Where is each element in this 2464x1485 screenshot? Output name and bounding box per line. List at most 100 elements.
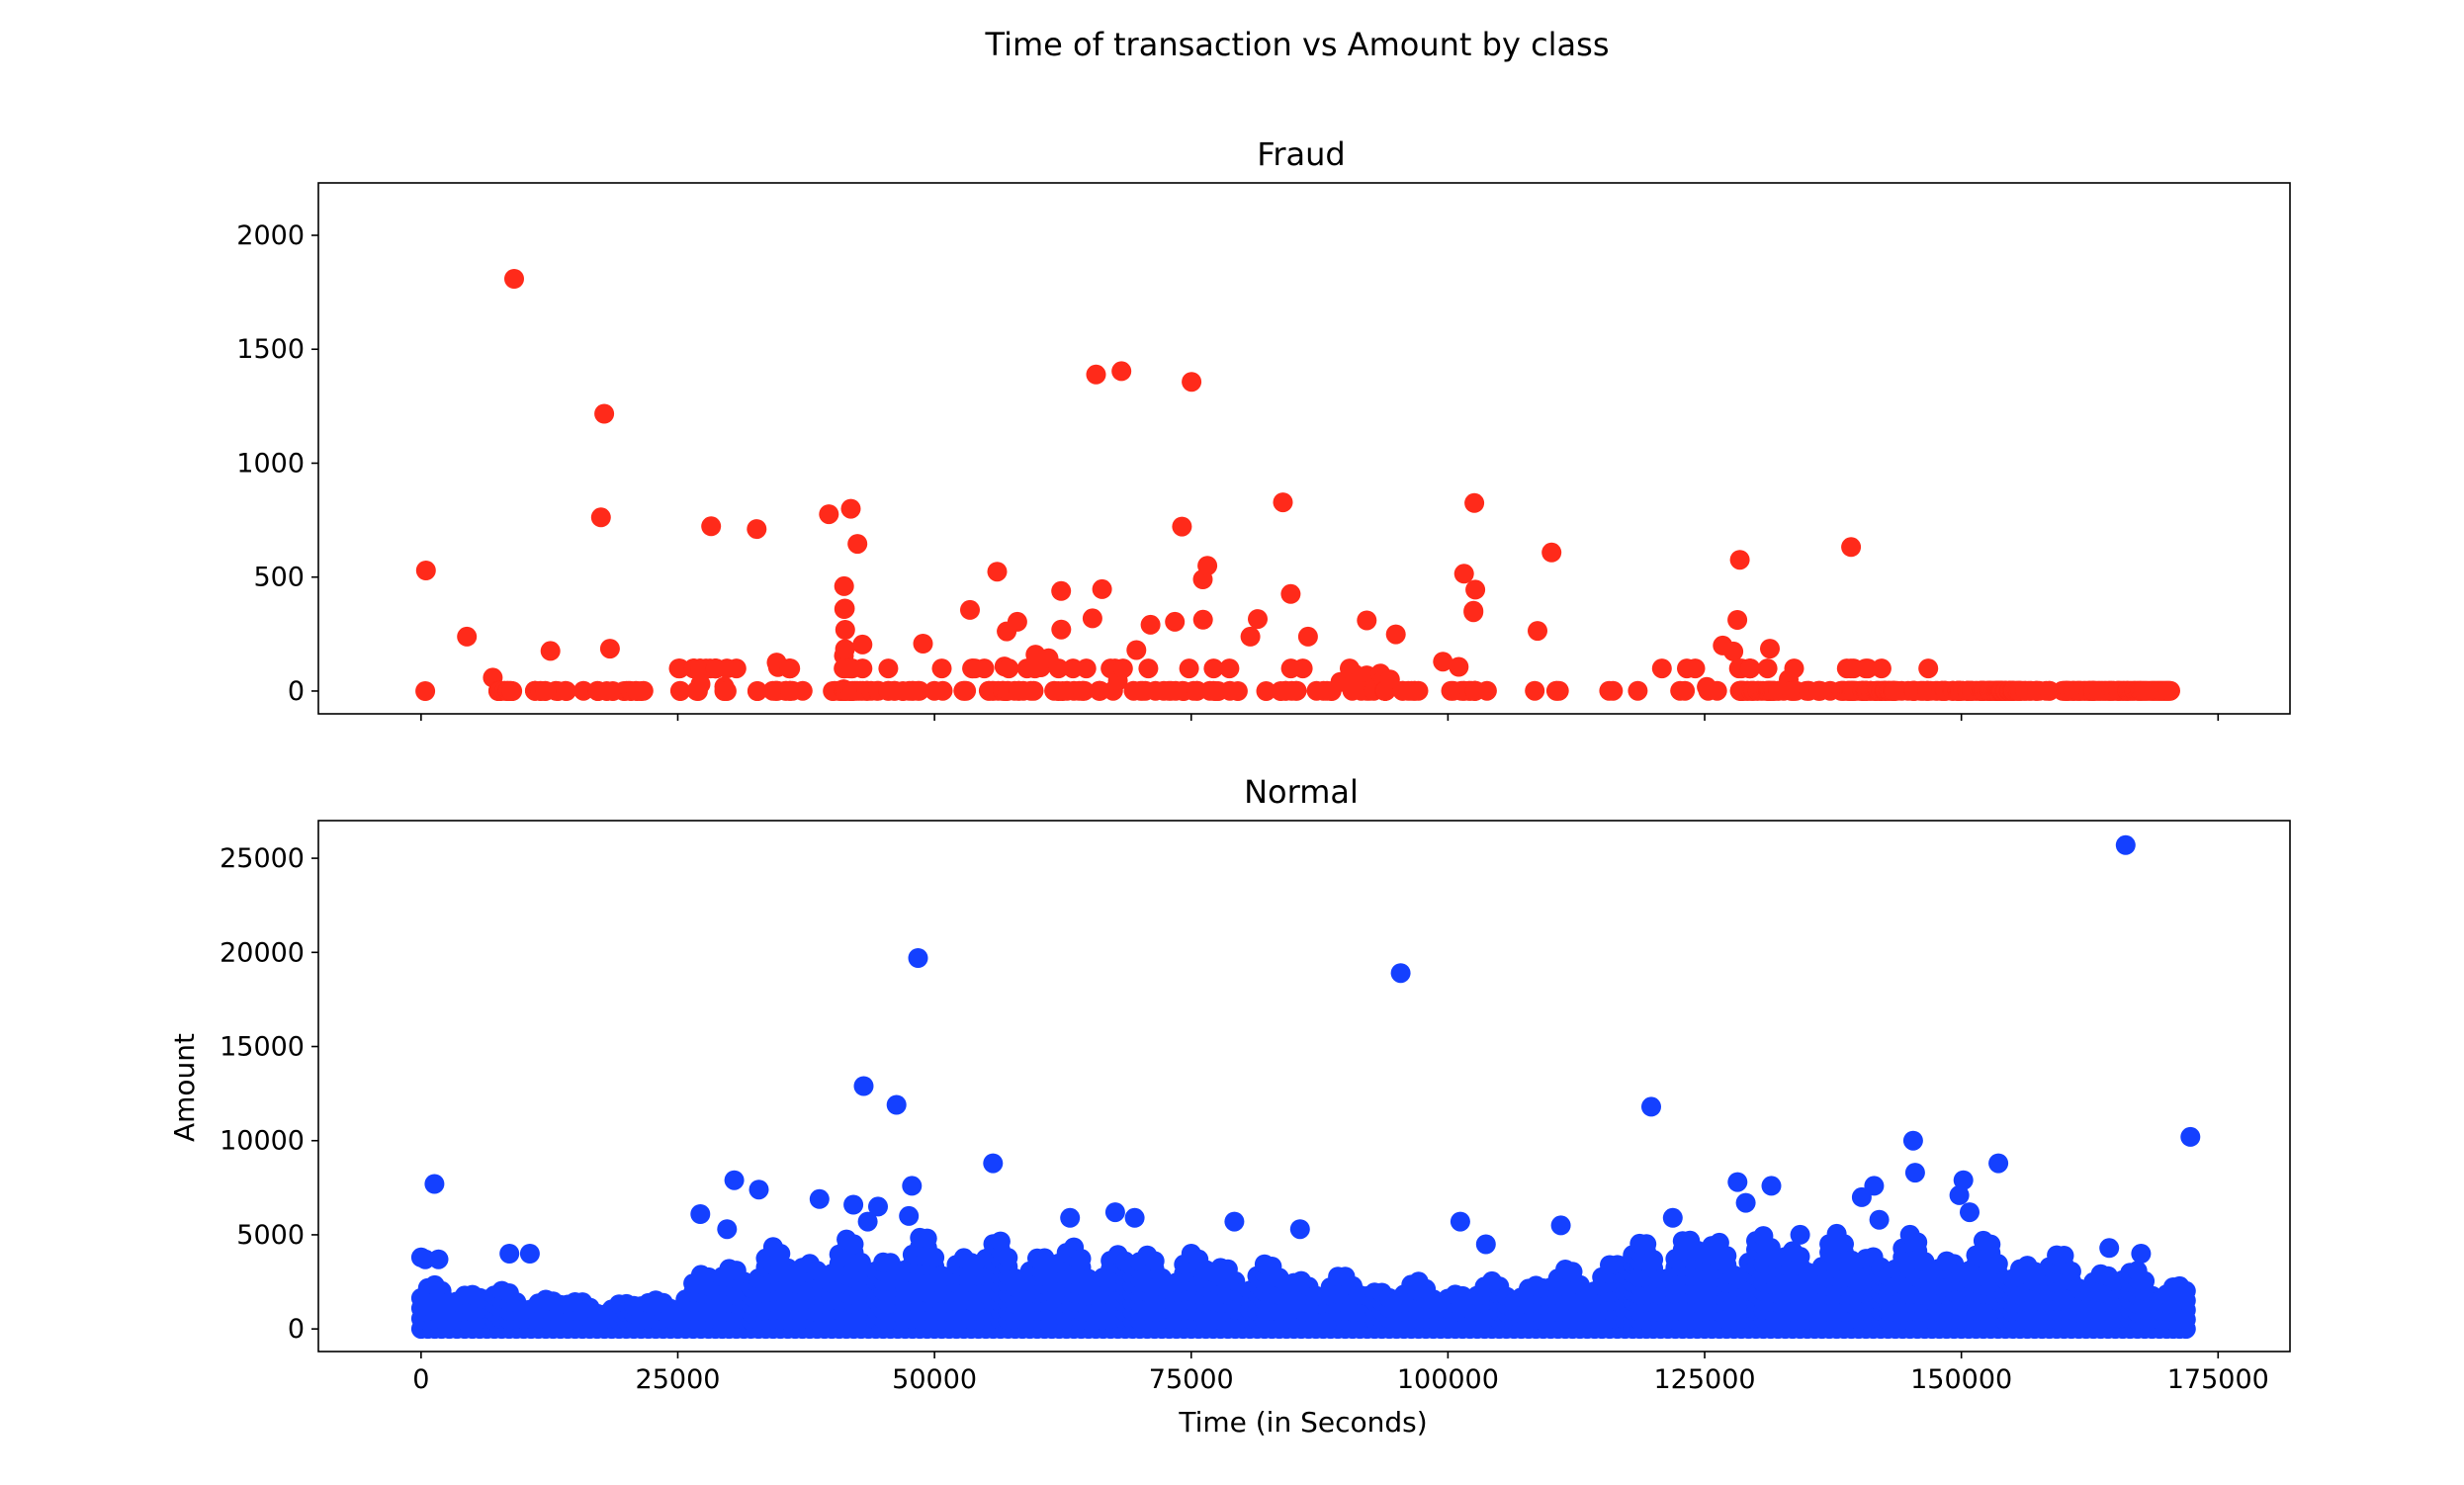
fraud-point bbox=[878, 658, 899, 679]
normal-point bbox=[1987, 1254, 2008, 1274]
normal-point bbox=[917, 1228, 937, 1249]
fraud-panel: Fraud 0 500 1000 1500 2000 bbox=[236, 135, 2291, 721]
normal-point bbox=[843, 1194, 864, 1215]
x-tick-label: 75000 bbox=[1149, 1364, 1234, 1395]
normal-point bbox=[424, 1174, 445, 1194]
fraud-point bbox=[1219, 658, 1240, 679]
fraud-point bbox=[1548, 680, 1569, 701]
normal-point bbox=[1060, 1207, 1081, 1228]
fraud-point bbox=[1256, 681, 1276, 701]
normal-point bbox=[990, 1231, 1011, 1252]
y-tick-label: 2000 bbox=[236, 220, 305, 251]
normal-point bbox=[1904, 1163, 1925, 1183]
fraud-point bbox=[1007, 611, 1027, 632]
figure-title: Time of transaction vs Amount by class bbox=[985, 26, 1610, 63]
normal-point bbox=[843, 1234, 864, 1255]
normal-plot-frame bbox=[317, 820, 2291, 1353]
fraud-point bbox=[1465, 579, 1486, 600]
normal-point bbox=[1960, 1202, 1980, 1223]
fraud-point bbox=[1172, 516, 1192, 537]
normal-point bbox=[1953, 1170, 1974, 1190]
normal-point bbox=[428, 1249, 449, 1269]
fraud-point bbox=[1784, 658, 1804, 679]
fraud-point bbox=[590, 507, 611, 528]
fraud-point bbox=[1727, 610, 1748, 630]
normal-point bbox=[1289, 1219, 1310, 1240]
y-tick-label: 1500 bbox=[236, 334, 305, 365]
normal-point bbox=[886, 1094, 907, 1115]
fraud-point bbox=[1111, 361, 1132, 382]
fraud-point bbox=[987, 562, 1008, 582]
fraud-point bbox=[670, 681, 691, 701]
fraud-point bbox=[1192, 609, 1213, 630]
fraud-point bbox=[747, 519, 767, 540]
fraud-point bbox=[1165, 611, 1186, 632]
fraud-point bbox=[1858, 658, 1879, 679]
fraud-point bbox=[840, 498, 861, 519]
fraud-point bbox=[1463, 602, 1484, 623]
fraud-x-axis bbox=[420, 714, 2220, 721]
normal-point bbox=[2061, 1262, 2081, 1281]
y-tick-label: 5000 bbox=[236, 1220, 305, 1251]
normal-point bbox=[2115, 834, 2136, 855]
normal-point bbox=[1643, 1250, 1664, 1270]
normal-point bbox=[770, 1244, 791, 1264]
fraud-point bbox=[1603, 680, 1624, 701]
normal-point bbox=[1864, 1176, 1885, 1196]
fraud-point bbox=[792, 680, 813, 701]
normal-panel-title: Normal bbox=[1244, 773, 1359, 811]
fraud-point bbox=[1449, 656, 1469, 677]
fraud-point bbox=[1651, 658, 1672, 679]
fraud-point bbox=[834, 575, 854, 596]
fraud-point bbox=[974, 658, 995, 679]
fraud-point bbox=[415, 561, 436, 580]
fraud-point bbox=[690, 674, 711, 694]
fraud-point bbox=[1760, 639, 1780, 659]
fraud-point bbox=[599, 639, 620, 659]
normal-panel: Normal 0 5000 10000 15000 20000 25000 0 25000 5… bbox=[168, 773, 2291, 1439]
fraud-point bbox=[633, 680, 654, 701]
fraud-point bbox=[1074, 680, 1095, 701]
normal-point bbox=[1907, 1232, 1928, 1253]
normal-point bbox=[1988, 1153, 2009, 1174]
fraud-point bbox=[1048, 658, 1069, 679]
fraud-point bbox=[835, 620, 855, 640]
normal-point bbox=[1224, 1211, 1245, 1232]
normal-point bbox=[853, 1076, 874, 1096]
fraud-point bbox=[1076, 658, 1097, 679]
normal-point bbox=[1475, 1234, 1496, 1255]
normal-point bbox=[1727, 1172, 1748, 1192]
fraud-point bbox=[1280, 583, 1301, 604]
normal-point bbox=[902, 1176, 923, 1196]
normal-point bbox=[857, 1211, 878, 1232]
fraud-point bbox=[931, 658, 952, 679]
fraud-point bbox=[1685, 658, 1706, 679]
normal-point bbox=[1104, 1202, 1125, 1223]
x-tick-label: 175000 bbox=[2167, 1364, 2269, 1395]
fraud-point bbox=[956, 680, 977, 701]
fraud-point bbox=[1357, 610, 1377, 631]
normal-point bbox=[868, 1196, 888, 1217]
fraud-point bbox=[748, 681, 767, 701]
normal-point bbox=[2054, 1246, 2074, 1266]
fraud-point bbox=[1051, 619, 1072, 640]
fraud-point bbox=[852, 658, 873, 679]
fraud-point bbox=[1541, 542, 1562, 563]
normal-point bbox=[1790, 1247, 1810, 1267]
fraud-point bbox=[1197, 556, 1218, 576]
fraud-point bbox=[1051, 580, 1072, 601]
fraud-point bbox=[1757, 658, 1778, 679]
fraud-point bbox=[909, 680, 929, 701]
x-tick-label: 100000 bbox=[1397, 1364, 1499, 1395]
x-tick-label: 125000 bbox=[1653, 1364, 1755, 1395]
normal-point bbox=[2099, 1238, 2120, 1259]
normal-point bbox=[1550, 1215, 1571, 1236]
fraud-point bbox=[780, 658, 801, 679]
fraud-point bbox=[1082, 608, 1102, 629]
fraud-point bbox=[415, 681, 436, 701]
normal-point bbox=[1124, 1207, 1145, 1228]
fraud-point bbox=[1675, 680, 1696, 701]
fraud-point bbox=[1841, 537, 1862, 558]
normal-point bbox=[1869, 1209, 1890, 1230]
x-axis-label: Time (in Seconds) bbox=[1178, 1406, 1427, 1439]
